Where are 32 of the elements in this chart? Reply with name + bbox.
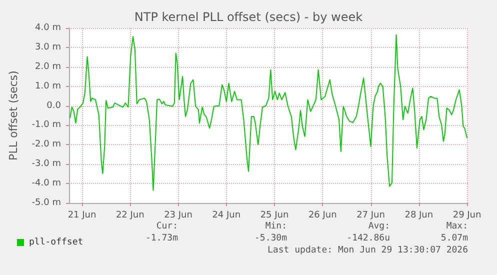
text: Cur: [156,222,178,232]
x-tick-label: 25 Jun [260,210,289,220]
x-tick-label: 22 Jun [116,210,144,220]
x-tick-label: 26 Jun [308,210,337,220]
y-axis-title: PLL offset (secs) [7,70,20,160]
x-tick-label: 27 Jun [356,210,385,220]
text: Last update: Mon Jun 29 13:30:07 2026 [268,246,468,256]
y-tick-label: -4.0 m [32,178,61,189]
text: -1.73m [145,234,178,244]
x-tick-label: 23 Jun [164,210,192,220]
x-tick-label: 29 Jun [452,210,482,220]
y-tick-label: 4.0 m [35,23,61,33]
y-tick-label: -1.0 m [32,120,61,130]
y-tick-label: 0.0 [46,100,62,111]
text: 5.07m [440,234,468,244]
x-tick-label: 24 Jun [212,210,241,220]
text: -142.86u [346,234,390,244]
chart-title: NTP kernel PLL offset (secs) - by week [134,10,363,24]
text: Max: [446,222,468,232]
y-tick-label: 2.0 m [35,62,61,72]
x-tick-label: 28 Jun [404,210,434,220]
text: Min: [265,222,288,232]
text: Avg: [368,222,390,232]
y-tick-label: -2.0 m [32,140,61,150]
y-tick-label: -5.0 m [32,198,61,208]
text: -5.30m [254,234,288,244]
y-tick-label: 3.0 m [35,42,61,52]
y-tick-label: 1.0 m [35,81,61,92]
line-series [69,34,468,191]
x-tick-label: 21 Jun [68,210,96,220]
legend-label: pll-offset [29,238,84,248]
y-tick-label: -3.0 m [32,159,61,170]
